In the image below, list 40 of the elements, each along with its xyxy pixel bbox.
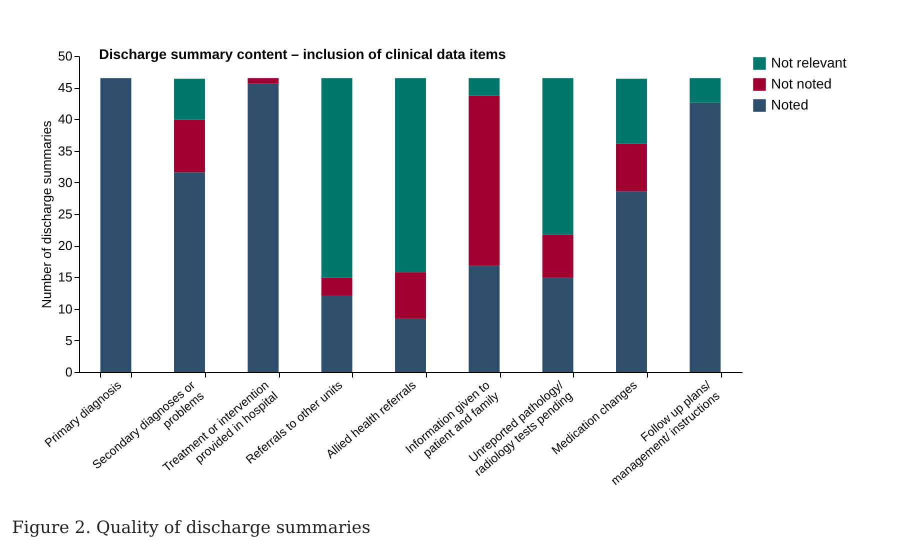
bar bbox=[248, 84, 279, 372]
bar bbox=[174, 120, 205, 172]
bar bbox=[174, 78, 205, 120]
bar bbox=[100, 78, 132, 372]
bar bbox=[248, 78, 279, 84]
chart-title: Discharge summary content – inclusion of clinical data items bbox=[99, 46, 506, 62]
y-tick-label: 25 bbox=[58, 206, 72, 222]
y-tick-label: 0 bbox=[65, 364, 72, 380]
y-tick-label: 20 bbox=[58, 238, 72, 254]
legend-label: Noted bbox=[771, 96, 808, 112]
bar bbox=[395, 78, 426, 272]
bar bbox=[690, 102, 721, 372]
legend-label: Not relevant bbox=[771, 54, 847, 70]
y-tick-label: 15 bbox=[58, 270, 72, 285]
bar bbox=[542, 278, 574, 372]
y-tick-label: 35 bbox=[58, 143, 72, 158]
bar bbox=[542, 78, 574, 235]
bar bbox=[321, 278, 352, 296]
y-tick-label: 45 bbox=[58, 80, 72, 96]
bar bbox=[690, 78, 721, 103]
bar bbox=[174, 172, 205, 372]
bar bbox=[616, 78, 647, 144]
bar bbox=[616, 144, 647, 192]
bar bbox=[616, 191, 647, 372]
bar bbox=[468, 96, 500, 266]
bar bbox=[321, 296, 352, 372]
bar bbox=[468, 266, 500, 372]
y-axis-title: Number of discharge summaries bbox=[39, 120, 54, 308]
bar bbox=[395, 272, 426, 319]
bar bbox=[468, 78, 500, 96]
bar bbox=[321, 78, 352, 278]
y-tick-label: 30 bbox=[58, 174, 72, 190]
y-tick-label: 40 bbox=[58, 112, 72, 127]
bar bbox=[542, 234, 574, 278]
y-tick-label: 5 bbox=[65, 332, 72, 348]
y-tick-label: 10 bbox=[58, 301, 72, 316]
caption: Figure 2. Quality of discharge summaries bbox=[12, 518, 370, 538]
legend-label: Not noted bbox=[771, 76, 832, 92]
bar bbox=[395, 318, 426, 372]
y-tick-label: 50 bbox=[58, 48, 72, 64]
